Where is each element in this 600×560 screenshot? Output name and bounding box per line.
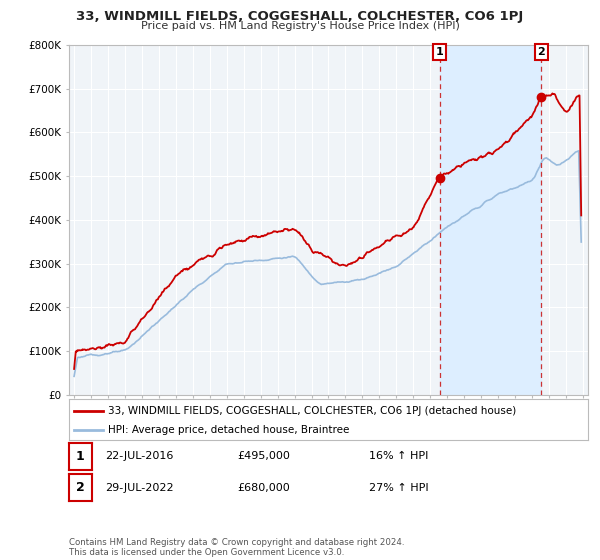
Text: 22-JUL-2016: 22-JUL-2016 (105, 451, 173, 461)
Text: 2: 2 (538, 47, 545, 57)
Text: 16% ↑ HPI: 16% ↑ HPI (369, 451, 428, 461)
Text: 29-JUL-2022: 29-JUL-2022 (105, 483, 173, 493)
Text: 27% ↑ HPI: 27% ↑ HPI (369, 483, 428, 493)
Text: 2: 2 (76, 481, 85, 494)
Text: 33, WINDMILL FIELDS, COGGESHALL, COLCHESTER, CO6 1PJ: 33, WINDMILL FIELDS, COGGESHALL, COLCHES… (76, 10, 524, 23)
Bar (440, 45, 541, 395)
Text: 33, WINDMILL FIELDS, COGGESHALL, COLCHESTER, CO6 1PJ (detached house): 33, WINDMILL FIELDS, COGGESHALL, COLCHES… (108, 405, 516, 416)
Text: Price paid vs. HM Land Registry's House Price Index (HPI): Price paid vs. HM Land Registry's House … (140, 21, 460, 31)
Text: 1: 1 (76, 450, 85, 463)
Text: HPI: Average price, detached house, Braintree: HPI: Average price, detached house, Brai… (108, 425, 349, 435)
Text: Contains HM Land Registry data © Crown copyright and database right 2024.
This d: Contains HM Land Registry data © Crown c… (69, 538, 404, 557)
Text: £680,000: £680,000 (237, 483, 290, 493)
Text: 1: 1 (436, 47, 443, 57)
Text: £495,000: £495,000 (237, 451, 290, 461)
